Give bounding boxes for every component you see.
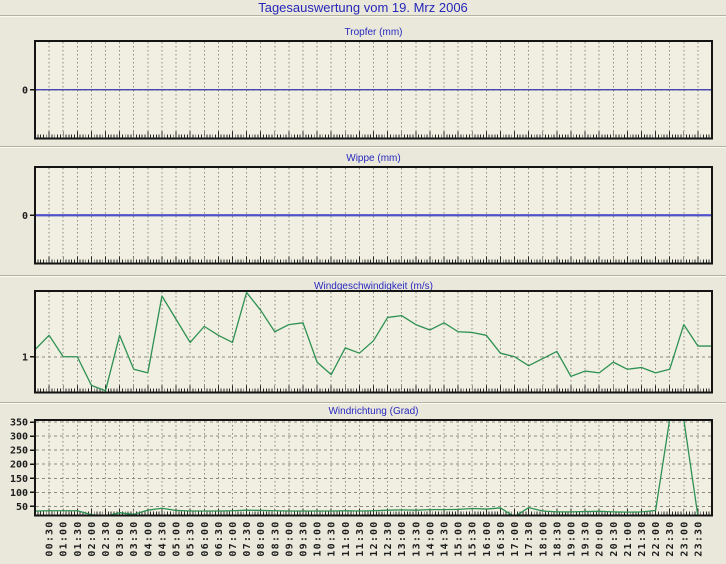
plot-area (35, 291, 712, 393)
x-tick-label: 07:00 (228, 521, 239, 557)
separator (0, 402, 726, 404)
x-tick-label: 18:30 (552, 521, 563, 557)
x-tick-label: 00:30 (45, 521, 56, 557)
y-tick-label: 0 (22, 211, 28, 222)
x-tick-label: 19:30 (581, 521, 592, 557)
panel-title-windrichtung: Windrichtung (Grad) (328, 406, 419, 417)
y-tick-label: 100 (10, 488, 28, 499)
y-tick-label: 50 (16, 502, 28, 513)
x-tick-label: 04:30 (157, 521, 168, 557)
x-tick-label: 05:00 (172, 521, 183, 557)
x-tick-label: 23:30 (693, 521, 704, 557)
x-tick-label: 10:00 (313, 521, 324, 557)
chart-panel-1: 0 (22, 166, 713, 265)
x-tick-label: 13:30 (411, 521, 422, 557)
x-tick-label: 18:00 (538, 521, 549, 557)
x-tick-label: 14:30 (440, 521, 451, 557)
plot-border (34, 166, 713, 265)
x-tick-label: 17:30 (524, 521, 535, 557)
x-tick-label: 09:30 (298, 521, 309, 557)
separator (0, 146, 726, 148)
chart-panel-2: 1 (22, 290, 713, 394)
y-tick-label: 250 (10, 446, 28, 457)
x-tick-label: 19:00 (566, 521, 577, 557)
x-tick-label: 23:00 (679, 521, 690, 557)
grid-vertical (48, 292, 699, 392)
x-tick-label: 05:30 (186, 521, 197, 557)
x-axis-labels: 00:30 01:00 01:30 02:00 02:30 03:00 03:30 04:00… (45, 521, 705, 557)
page-title: Tagesauswertung vom 19. Mrz 2006 (258, 0, 468, 15)
x-tick-label: 06:30 (214, 521, 225, 557)
x-tick-label: 12:00 (369, 521, 380, 557)
x-tick-label: 02:30 (101, 521, 112, 557)
plot-border (34, 40, 713, 140)
separator (0, 15, 726, 17)
x-tick-label: 09:00 (284, 521, 295, 557)
series-line-windrichtung (35, 419, 712, 516)
x-tick-label: 10:30 (327, 521, 338, 557)
separator (0, 275, 726, 277)
x-tick-label: 03:30 (129, 521, 140, 557)
x-tick-label: 01:00 (59, 521, 70, 557)
x-tick-label: 21:00 (623, 521, 634, 557)
series-line-windgeschwindigkeit (35, 291, 712, 392)
x-tick-label: 04:00 (143, 521, 154, 557)
x-tick-label: 12:30 (383, 521, 394, 557)
x-tick-label: 03:00 (115, 521, 126, 557)
x-tick-label: 14:00 (425, 521, 436, 557)
x-tick-label: 16:00 (482, 521, 493, 557)
x-tick-label: 15:30 (468, 521, 479, 557)
y-tick-label: 200 (10, 460, 28, 471)
panel-title-tropfer: Tropfer (mm) (344, 27, 403, 38)
y-tick-label: 0 (22, 85, 28, 96)
x-tick-label: 11:30 (355, 521, 366, 557)
y-tick-label: 300 (10, 432, 28, 443)
x-tick-label: 20:30 (609, 521, 620, 557)
panel-title-wippe: Wippe (mm) (346, 153, 401, 164)
x-tick-label: 07:30 (242, 521, 253, 557)
x-tick-label: 01:30 (73, 521, 84, 557)
x-tick-label: 11:00 (341, 521, 352, 557)
x-tick-label: 02:00 (87, 521, 98, 557)
x-tick-label: 17:00 (510, 521, 521, 557)
y-tick-label: 150 (10, 474, 28, 485)
x-tick-label: 13:00 (397, 521, 408, 557)
x-tick-label: 20:00 (595, 521, 606, 557)
x-tick-label: 15:00 (454, 521, 465, 557)
x-tick-label: 08:00 (256, 521, 267, 557)
y-tick-label: 1 (22, 352, 28, 363)
chart-panel-0: 0 (22, 40, 713, 140)
x-tick-label: 22:30 (665, 521, 676, 557)
x-tick-label: 06:00 (200, 521, 211, 557)
plot-border (34, 290, 713, 394)
chart-panel-3: 350 300 250 200 150 100 50 00:30 01:00 01:30 02:00… (10, 418, 713, 557)
x-tick-label: 16:30 (496, 521, 507, 557)
x-tick-label: 21:30 (637, 521, 648, 557)
panel-title-windgeschwindigkeit: Windgeschwindigkeit (m/s) (314, 281, 433, 292)
x-tick-label: 22:00 (651, 521, 662, 557)
y-tick-label: 350 (10, 418, 28, 429)
plot-border (34, 419, 713, 517)
x-tick-label: 08:30 (270, 521, 281, 557)
